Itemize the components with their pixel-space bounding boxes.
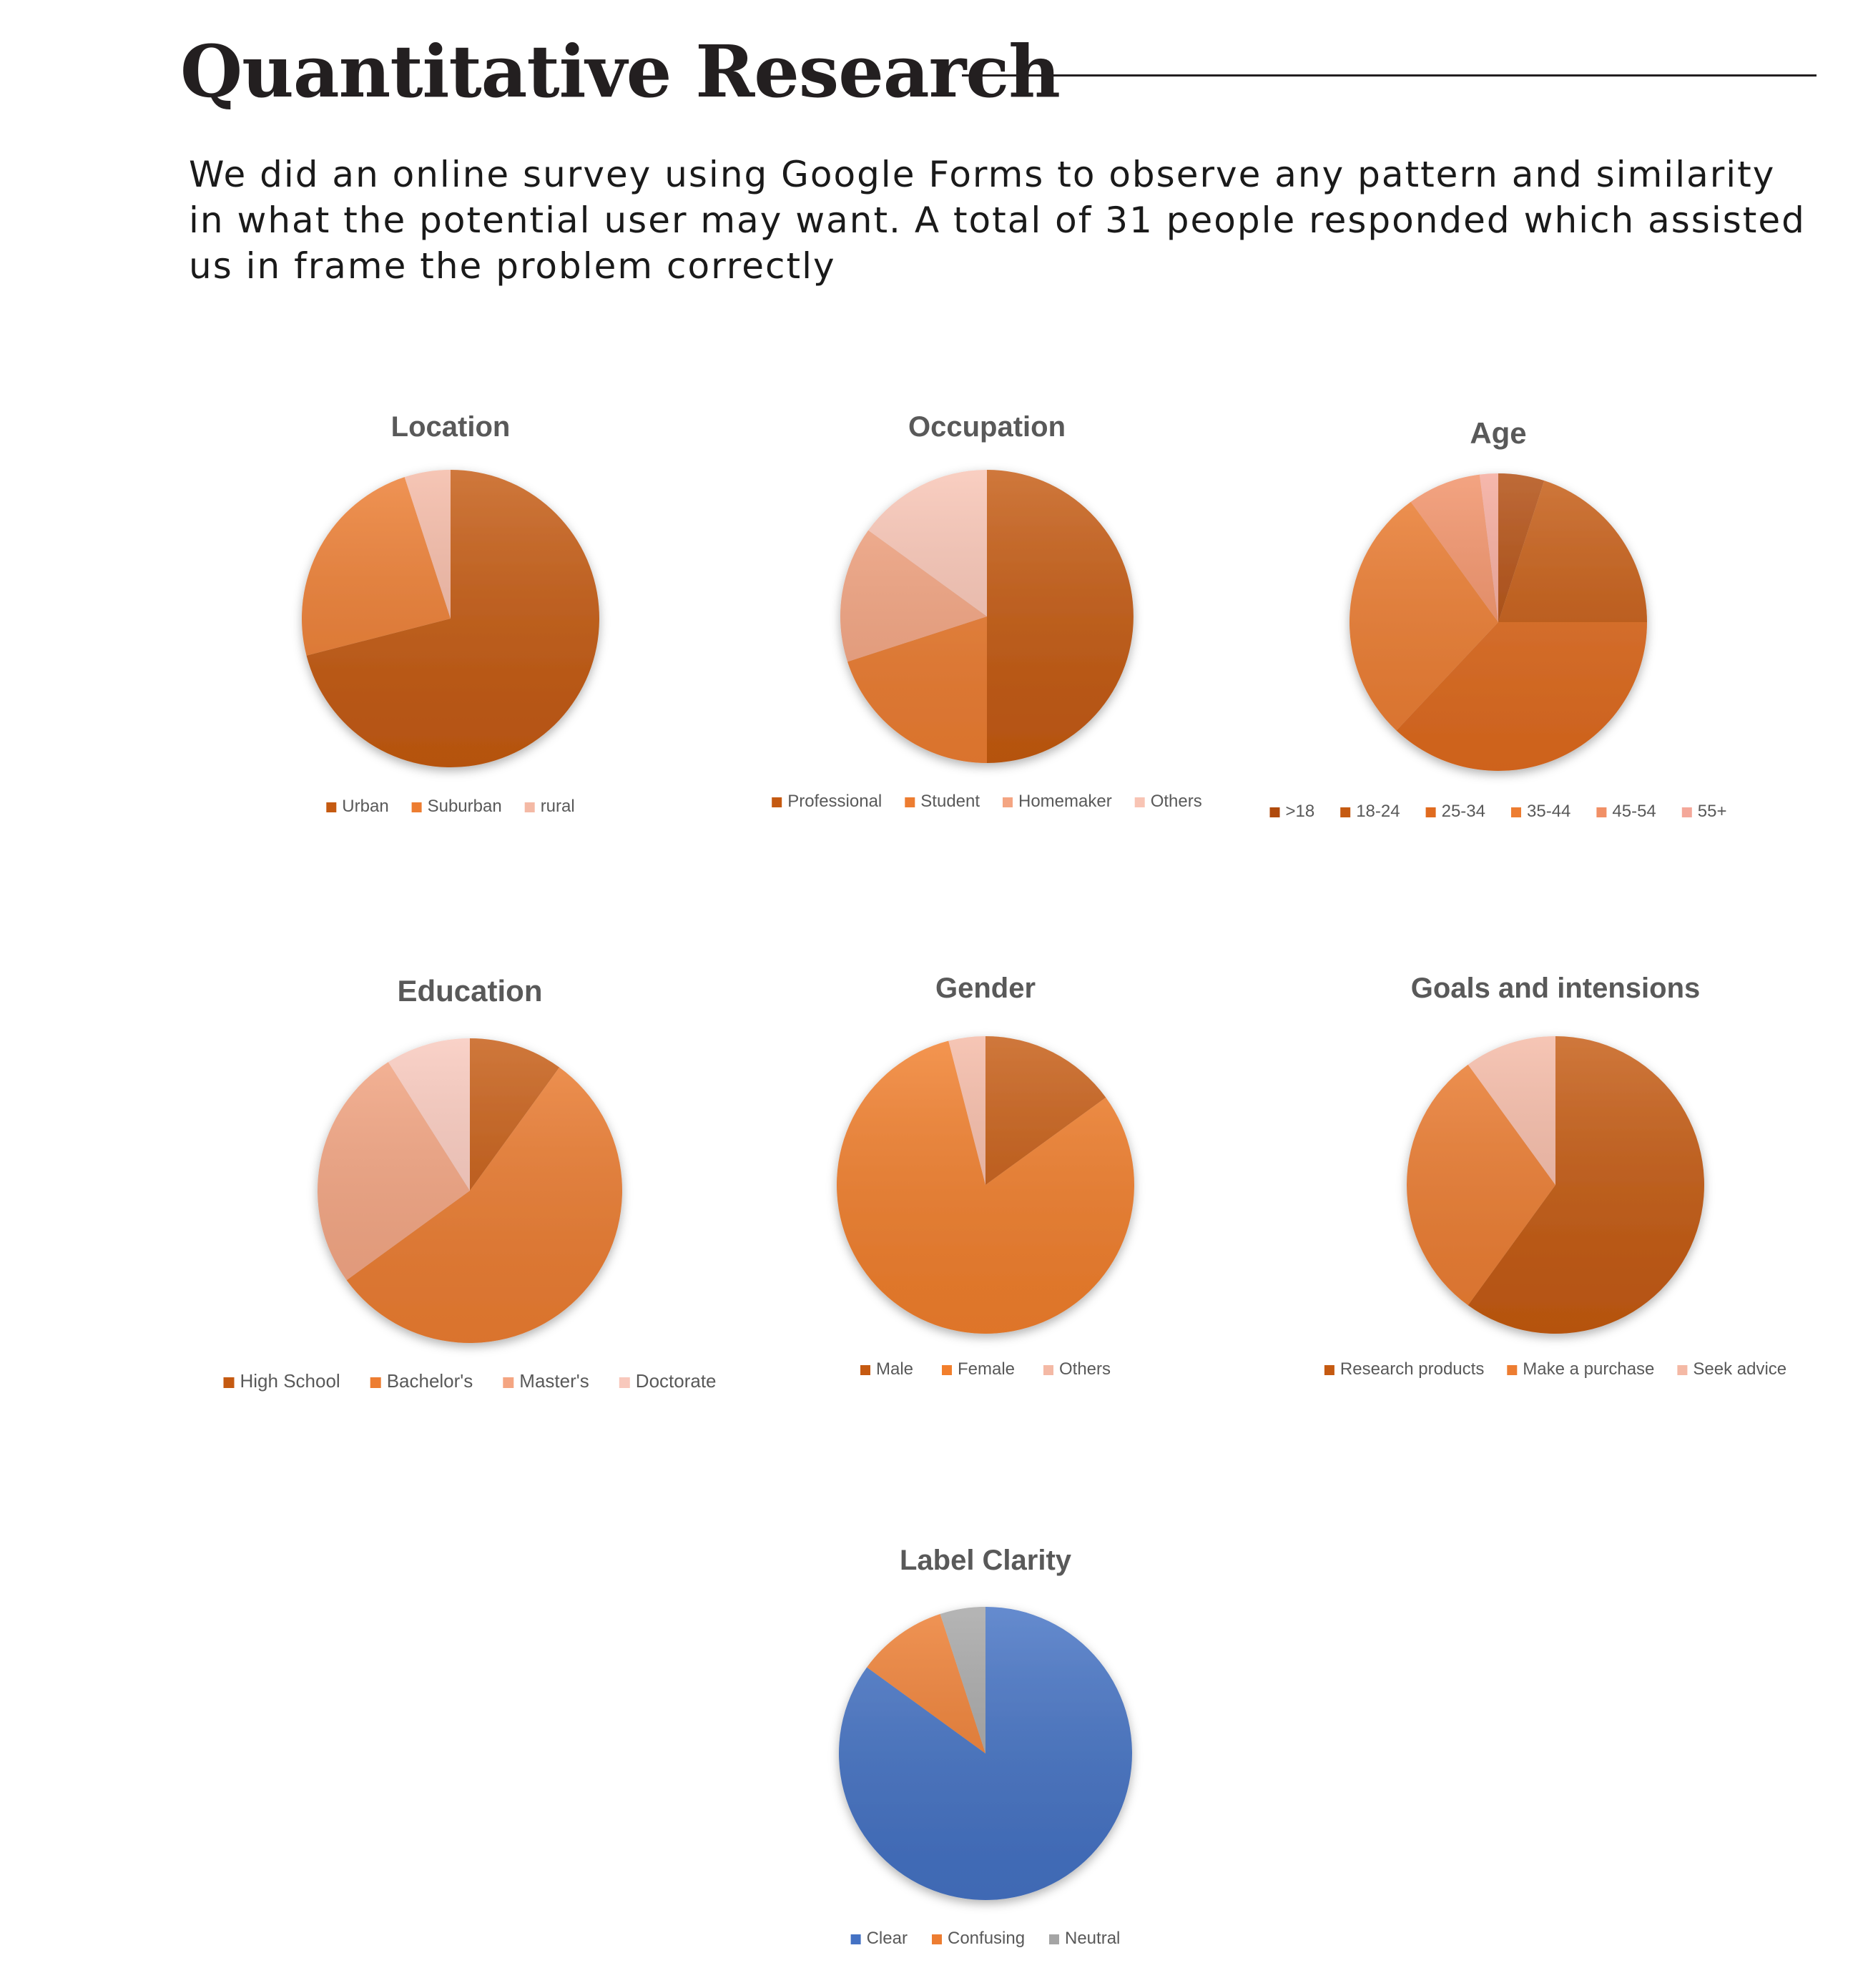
education-legend-label-high-school: High School	[240, 1370, 340, 1392]
location-legend-label-urban: Urban	[342, 797, 388, 816]
label-clarity-chart-title: Label Clarity	[900, 1545, 1072, 1576]
occupation-legend-swatch-student	[905, 797, 915, 807]
education-legend-swatch-masters	[503, 1377, 514, 1388]
age-legend-label-25-34: 25-34	[1442, 802, 1485, 821]
education-legend: High School Bachelor's Master's Doctorate	[223, 1370, 717, 1392]
age-legend-label-35-44: 35-44	[1527, 802, 1570, 821]
occupation-legend-swatch-homemaker	[1003, 797, 1013, 807]
occupation-chart: Occupation Professional Student Homemaker Ot…	[772, 411, 1202, 811]
goals-and-intensions-legend-label-research-products: Research products	[1340, 1359, 1484, 1379]
gender-legend-swatch-male	[860, 1365, 870, 1375]
label-clarity-pie	[838, 1607, 1132, 1900]
age-pie	[1349, 473, 1647, 772]
label-clarity-legend-label-neutral: Neutral	[1065, 1929, 1120, 1948]
location-legend: Urban Suburban rural	[326, 797, 575, 816]
label-clarity-legend-swatch-confusing	[932, 1934, 942, 1944]
gender-legend-label-male: Male	[876, 1359, 913, 1379]
goals-and-intensions-legend-swatch-make-a-purchase	[1507, 1365, 1518, 1375]
label-clarity-chart: Label Clarity Clear Confusing Neutral	[838, 1545, 1132, 1948]
location-chart: Location Urban Suburban rural	[301, 411, 599, 816]
gender-chart-title: Gender	[935, 973, 1036, 1004]
gender-legend: Male Female Others	[860, 1359, 1111, 1379]
location-legend-label-suburban: Suburban	[428, 797, 502, 816]
location-legend-swatch-urban	[326, 802, 337, 812]
label-clarity-legend-swatch-neutral	[1049, 1934, 1059, 1944]
occupation-slice-professional	[987, 470, 1134, 763]
occupation-legend-swatch-others	[1134, 797, 1145, 807]
goals-and-intensions-legend-swatch-research-products	[1324, 1365, 1334, 1375]
label-clarity-legend-label-clear: Clear	[867, 1929, 908, 1948]
education-legend-swatch-doctorate	[619, 1377, 630, 1388]
occupation-legend-swatch-professional	[772, 797, 782, 807]
label-clarity-legend: Clear Confusing Neutral	[850, 1929, 1120, 1948]
goals-and-intensions-legend-label-make-a-purchase: Make a purchase	[1523, 1359, 1654, 1379]
age-legend-label-45-54: 45-54	[1612, 802, 1656, 821]
age-legend-swatch-18-24	[1340, 807, 1351, 817]
intro-paragraph: We did an online survey using Google For…	[189, 154, 1806, 287]
education-chart-title: Education	[397, 974, 542, 1008]
age-legend: >18 18-24 25-34 35-44 45-54 55+	[1269, 802, 1727, 821]
location-legend-swatch-rural	[524, 802, 535, 812]
age-legend-swatch-18	[1269, 807, 1280, 817]
age-legend-label-18: >18	[1286, 802, 1315, 821]
title-rule	[962, 74, 1817, 77]
goals-and-intensions-pie	[1406, 1036, 1704, 1334]
location-pie	[301, 470, 599, 767]
occupation-chart-title: Occupation	[908, 411, 1066, 443]
education-legend-label-bachelors: Bachelor's	[387, 1370, 473, 1392]
occupation-pie	[840, 470, 1134, 763]
age-legend-label-55: 55+	[1698, 802, 1727, 821]
location-legend-swatch-suburban	[411, 802, 422, 812]
occupation-legend-label-student: Student	[920, 792, 980, 811]
label-clarity-legend-label-confusing: Confusing	[948, 1929, 1025, 1948]
goals-and-intensions-legend: Research products Make a purchase Seek adv…	[1324, 1359, 1786, 1379]
gender-legend-label-others: Others	[1059, 1359, 1111, 1379]
education-pie	[318, 1038, 622, 1343]
age-legend-swatch-55	[1681, 807, 1692, 817]
location-chart-title: Location	[391, 411, 511, 443]
age-legend-swatch-35-44	[1511, 807, 1521, 817]
education-legend-swatch-high-school	[223, 1377, 235, 1388]
gender-legend-swatch-others	[1043, 1365, 1053, 1375]
age-chart-title: Age	[1470, 416, 1526, 450]
goals-and-intensions-chart-title: Goals and intensions	[1411, 973, 1701, 1004]
gender-pie	[837, 1036, 1135, 1334]
gender-legend-swatch-female	[942, 1365, 952, 1375]
education-legend-label-doctorate: Doctorate	[636, 1370, 717, 1392]
gender-chart: Gender Male Female Others	[837, 973, 1135, 1379]
education-legend-label-masters: Master's	[519, 1370, 589, 1392]
occupation-legend: Professional Student Homemaker Others	[772, 792, 1202, 811]
age-legend-swatch-45-54	[1596, 807, 1607, 817]
occupation-legend-label-professional: Professional	[787, 792, 882, 811]
occupation-legend-label-homemaker: Homemaker	[1018, 792, 1112, 811]
location-legend-label-rural: rural	[541, 797, 575, 816]
goals-and-intensions-chart: Goals and intensions Research products Mak…	[1324, 973, 1786, 1379]
gender-legend-label-female: Female	[958, 1359, 1015, 1379]
label-clarity-legend-swatch-clear	[850, 1934, 861, 1944]
education-chart: Education High School Bachelor's Master's Do…	[223, 974, 717, 1392]
goals-and-intensions-legend-label-seek-advice: Seek advice	[1693, 1359, 1786, 1379]
age-chart: Age >18 18-24 25-34 35-44 45-54 55+	[1269, 416, 1727, 821]
age-legend-swatch-25-34	[1425, 807, 1436, 817]
age-legend-label-18-24: 18-24	[1356, 802, 1400, 821]
education-legend-swatch-bachelors	[370, 1377, 381, 1388]
occupation-legend-label-others: Others	[1151, 792, 1202, 811]
goals-and-intensions-legend-swatch-seek-advice	[1677, 1365, 1688, 1375]
page-title: Quantitative Research	[180, 29, 1061, 114]
